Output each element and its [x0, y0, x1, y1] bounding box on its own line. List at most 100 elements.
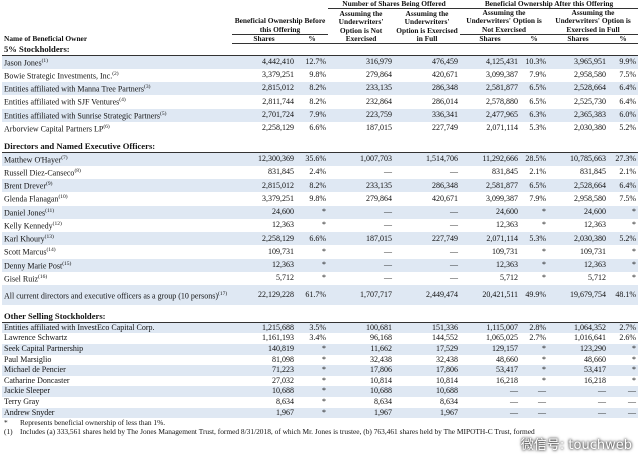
owner-name-text: Matthew O'Hayer: [4, 155, 62, 165]
cell: 5,712: [588, 273, 607, 283]
cell: —: [450, 220, 459, 230]
cell: *: [608, 365, 639, 376]
cell: 16,218: [584, 375, 607, 385]
cell: 7.9%: [529, 70, 547, 80]
owner-name: Gisel Ruiz(16): [2, 272, 232, 285]
cell: 9.8%: [309, 193, 327, 203]
owner-name-text: Entities affiliated with Manna Tree Part…: [4, 84, 145, 94]
footnote-ref: (15): [62, 260, 72, 267]
owner-name: Daniel Jones(11): [2, 205, 232, 219]
table-row: Denny Marie Post(15) 12,363 * — —12,363 * 12,3…: [2, 258, 639, 272]
footnote-ref: (4): [119, 97, 126, 104]
cell: —: [520, 386, 549, 397]
cell: 48,660: [496, 354, 519, 364]
cell: 4,125,431: [460, 55, 521, 69]
cell: *: [542, 375, 547, 385]
cell: 8,634: [374, 396, 393, 406]
footnote-ref: (5): [160, 110, 167, 117]
footnote-ref: (14): [46, 247, 56, 254]
cell: 3.5%: [296, 322, 329, 334]
footnote-ref: (2): [112, 70, 119, 77]
cell: 1,707,717: [328, 285, 395, 306]
cell: 12,363: [584, 220, 607, 230]
cell: *: [520, 205, 549, 219]
owner-name-text: Gisel Ruiz: [4, 274, 38, 284]
owner-name-text: Catharine Doncaster: [4, 375, 70, 385]
section-row: 5% Stockholders:: [2, 43, 639, 56]
cell: 7.5%: [619, 70, 637, 80]
cell: 53,417: [460, 365, 521, 376]
footnote-mark: (1): [4, 427, 13, 437]
cell: 6.5%: [529, 96, 547, 106]
cell: 7.9%: [296, 108, 329, 122]
owner-name: Entities affiliated with SJF Ventures(4): [2, 95, 232, 108]
cell: 316,979: [328, 55, 395, 69]
owner-name-text: Lawrence Schwartz: [4, 333, 68, 343]
cell: 7.5%: [619, 193, 637, 203]
table-row: Catharine Doncaster 27,032 * 10,814 10,814 16…: [2, 376, 638, 387]
cell: 2.7%: [608, 322, 639, 334]
cell: 8.2%: [309, 96, 327, 106]
cell: 233,135: [328, 179, 395, 193]
table-row: Jason Jones(1) 4,442,410 12.7% 316,979 476,4…: [2, 55, 639, 69]
header-pct: %: [520, 34, 549, 45]
cell: 3,965,951: [548, 55, 609, 69]
cell: 96,168: [370, 333, 393, 343]
cell: 223,759: [328, 108, 395, 122]
table-row: Entities affiliated with Sunrise Strateg…: [2, 108, 639, 122]
cell: —: [450, 167, 459, 177]
cell: *: [322, 354, 327, 364]
footnote-ref: (9): [45, 181, 53, 188]
cell: 2,815,012: [232, 82, 296, 96]
cell: 16,218: [496, 375, 519, 385]
cell: 109,731: [268, 246, 294, 256]
cell: 49.9%: [520, 285, 549, 306]
cell: 2,701,724: [232, 108, 296, 122]
cell: 6.0%: [608, 108, 639, 122]
owner-name-text: Daniel Jones: [4, 208, 46, 218]
cell: 27.3%: [608, 152, 639, 166]
owner-name-text: Brent Drever: [4, 181, 46, 191]
owner-name-text: Arborview Capital Partners LP: [4, 124, 104, 134]
cell: 1,065,025: [486, 333, 519, 343]
cell: *: [608, 205, 639, 219]
footnote: (1) Includes (a) 333,561 shares held by T…: [4, 427, 640, 436]
cell: 10,688: [394, 386, 461, 397]
cell: *: [520, 365, 549, 376]
owner-name: Terry Gray: [2, 397, 232, 408]
cell: *: [632, 246, 637, 256]
cell: *: [632, 354, 637, 364]
cell: *: [632, 273, 637, 283]
table-row: Glenda Flanagan(10) 3,379,251 9.8% 279,864 4…: [2, 192, 638, 205]
section-title: Directors and Named Executive Officers:: [2, 141, 639, 153]
table-row: Entities affiliated with InvestEco Capit…: [2, 322, 639, 334]
cell: 53,417: [548, 365, 609, 376]
header-offered: Number of Shares Being Offered: [328, 0, 461, 10]
footnote-ref: (6): [103, 123, 110, 130]
cell: *: [542, 220, 547, 230]
cell: 32,438: [436, 354, 459, 364]
owner-name: Seek Capital Partnership: [2, 343, 232, 355]
cell: 2,958,580: [574, 70, 607, 80]
owner-name: Entities affiliated with InvestEco Capit…: [2, 322, 232, 334]
footnote-ref: (10): [58, 194, 68, 201]
owner-name-text: Jackie Sleeper: [4, 386, 50, 396]
cell: 10,785,663: [548, 152, 609, 166]
owner-name-text: Entities affiliated with Sunrise Strateg…: [4, 111, 161, 121]
table-row: Scott Marcus(14) 109,731 * — — 109,731 * 109,73…: [2, 245, 638, 258]
owner-name: All current directors and executive offi…: [2, 285, 232, 306]
table-row: Matthew O'Hayer(7) 12,300,369 35.6% 1,007,7…: [2, 152, 639, 166]
header-pct: %: [296, 34, 329, 45]
cell: 61.7%: [296, 285, 329, 306]
cell: *: [322, 246, 327, 256]
ownership-table: Name of Beneficial Owner Beneficial Owne…: [2, 0, 639, 419]
cell: *: [542, 354, 547, 364]
table-row: Terry Gray 8,634 * 8,634 8,634 — — — —: [2, 397, 638, 408]
owner-name-text: Russell Diez-Canseco: [4, 168, 75, 178]
cell: 2,525,730: [574, 96, 607, 106]
section-row: Directors and Named Executive Officers:: [2, 141, 639, 153]
cell: —: [328, 258, 395, 272]
footnote-mark: *: [4, 418, 8, 428]
owner-name: Andrew Snyder: [2, 407, 232, 419]
owner-name: Paul Marsiglio: [2, 355, 232, 366]
